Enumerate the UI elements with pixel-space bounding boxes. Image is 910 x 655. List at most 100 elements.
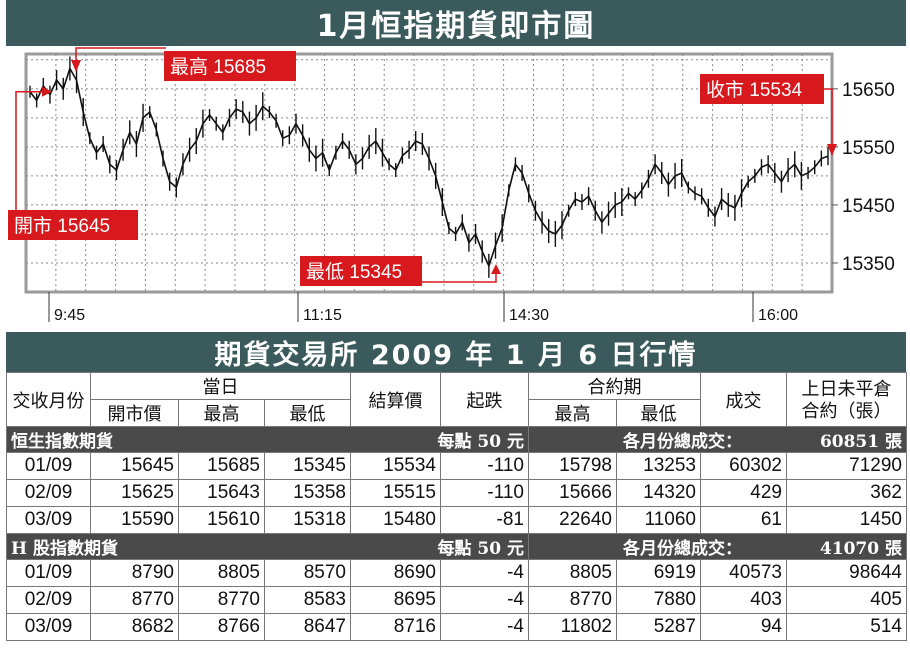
row-month: 01/09 <box>6 452 91 480</box>
header-contract-low: 最低 <box>616 399 701 427</box>
row-cell: 8583 <box>264 586 351 614</box>
row-cell: 71290 <box>786 452 907 480</box>
table-row: 02/09 8770 8770 8583 8695 -4 8770 7880 403 405 <box>6 586 907 614</box>
callout-label: 最高 15685 <box>170 56 266 78</box>
callout-connector-close <box>823 88 833 144</box>
row-cell: 429 <box>700 479 787 507</box>
row-cell: 1450 <box>786 506 907 534</box>
row-month: 03/09 <box>6 506 91 534</box>
row-cell: 15318 <box>264 506 351 534</box>
row-cell: 15798 <box>528 452 617 480</box>
callout-arrow-high <box>71 60 81 72</box>
x-tick-label: 11:15 <box>303 307 342 324</box>
row-cell: 11060 <box>616 506 701 534</box>
row-cell: 514 <box>786 613 907 641</box>
row-cell: 8682 <box>90 613 179 641</box>
section-cell-right: 各月份總成交： 41070 張 <box>528 533 907 560</box>
y-tick-label: 15550 <box>842 138 895 159</box>
header-oi-line2: 合約（張） <box>801 400 892 421</box>
row-month: 01/09 <box>6 559 91 587</box>
table-row: 03/09 8682 8766 8647 8716 -4 11802 5287 94 514 <box>6 613 907 641</box>
table-title: 期貨交易所 2009 年 1 月 6 日行情 <box>6 332 906 372</box>
row-cell: -4 <box>440 586 529 614</box>
row-cell: 403 <box>700 586 787 614</box>
header-today: 當日 <box>90 372 351 400</box>
callout-arrow-low <box>491 264 501 274</box>
y-tick-label: 15350 <box>842 254 895 275</box>
row-cell: 15685 <box>178 452 265 480</box>
y-tick-label: 15450 <box>842 196 895 217</box>
row-cell: 15515 <box>350 479 441 507</box>
row-cell: 15358 <box>264 479 351 507</box>
row-cell: 7880 <box>616 586 701 614</box>
section-total-label: 各月份總成交： <box>623 432 742 452</box>
row-cell: 60302 <box>700 452 787 480</box>
row-cell: 8647 <box>264 613 351 641</box>
row-month: 03/09 <box>6 613 91 641</box>
row-cell: 8695 <box>350 586 441 614</box>
row-cell: 15534 <box>350 452 441 480</box>
row-cell: 8790 <box>90 559 179 587</box>
header-open: 開市價 <box>90 399 179 427</box>
chart-title: 1月恒指期貨即市圖 <box>6 0 906 46</box>
row-cell: 8805 <box>178 559 265 587</box>
section-header: 恒生指數期貨 每點 50 元 各月份總成交： 60851 張 <box>6 426 907 453</box>
row-cell: 40573 <box>700 559 787 587</box>
y-tick-label: 15650 <box>842 80 895 101</box>
row-cell: 94 <box>700 613 787 641</box>
row-cell: 61 <box>700 506 787 534</box>
row-cell: 8570 <box>264 559 351 587</box>
header-high: 最高 <box>178 399 265 427</box>
x-tick-label: 9:45 <box>54 307 85 324</box>
x-tick-label: 16:00 <box>758 307 798 324</box>
header-volume: 成交 <box>700 372 787 427</box>
row-cell: 15610 <box>178 506 265 534</box>
callout-arrow-close <box>827 144 837 156</box>
callout-connector-high <box>75 47 166 62</box>
callout-connector-open <box>15 90 42 220</box>
callout-label: 最低 15345 <box>306 261 402 283</box>
row-cell: 8690 <box>350 559 441 587</box>
row-cell: 8770 <box>528 586 617 614</box>
row-cell: -81 <box>440 506 529 534</box>
table-row: 01/09 8790 8805 8570 8690 -4 8805 6919 40573 9864… <box>6 559 907 587</box>
row-cell: 15643 <box>178 479 265 507</box>
header-settle: 結算價 <box>350 372 441 427</box>
quotes-table-wrap: 交收月份 當日 結算價 起跌 合約期 成交 上日未平倉 合約（張） 開市價 最高… <box>6 372 907 654</box>
callout-box <box>8 210 138 240</box>
section-header: H 股指數期貨 每點 50 元 各月份總成交： 41070 張 <box>6 533 907 560</box>
row-cell: 15666 <box>528 479 617 507</box>
row-cell: 8805 <box>528 559 617 587</box>
section-cell-right: 各月份總成交： 60851 張 <box>528 426 907 453</box>
header-oi-line1: 上日未平倉 <box>801 378 892 399</box>
section-total: 41070 張 <box>819 539 902 559</box>
header-month: 交收月份 <box>6 372 91 427</box>
row-month: 02/09 <box>6 586 91 614</box>
header-contract: 合約期 <box>528 372 701 400</box>
callout-box <box>164 51 296 81</box>
row-cell: -110 <box>440 452 529 480</box>
row-cell: 98644 <box>786 559 907 587</box>
callout-label: 收市 15534 <box>706 79 803 101</box>
section-per-point: 每點 50 元 <box>437 539 525 559</box>
row-cell: 22640 <box>528 506 617 534</box>
row-cell: 15645 <box>90 452 179 480</box>
row-cell: -110 <box>440 479 529 507</box>
section-cell-left: 恒生指數期貨 每點 50 元 <box>6 426 529 453</box>
section-cell-left: H 股指數期貨 每點 50 元 <box>6 533 529 560</box>
row-cell: 8770 <box>178 586 265 614</box>
row-cell: 362 <box>786 479 907 507</box>
callout-label: 開市 15645 <box>14 215 110 237</box>
table-body: 恒生指數期貨 每點 50 元各月份總成交： 60851 張 01/09 15645 156… <box>6 426 907 641</box>
table-row: 03/09 15590 15610 15318 15480 -81 22640 11060 61… <box>6 506 907 534</box>
callout-box <box>700 74 824 104</box>
quotes-table: 交收月份 當日 結算價 起跌 合約期 成交 上日未平倉 合約（張） 開市價 最高… <box>6 372 907 641</box>
section-name: 恒生指數期貨 <box>11 432 113 452</box>
row-cell: -4 <box>440 613 529 641</box>
row-cell: 15345 <box>264 452 351 480</box>
table-row: 02/09 15625 15643 15358 15515 -110 15666 14320 4… <box>6 479 907 507</box>
row-month: 02/09 <box>6 479 91 507</box>
section-total: 60851 張 <box>819 432 902 452</box>
row-cell: 6919 <box>616 559 701 587</box>
